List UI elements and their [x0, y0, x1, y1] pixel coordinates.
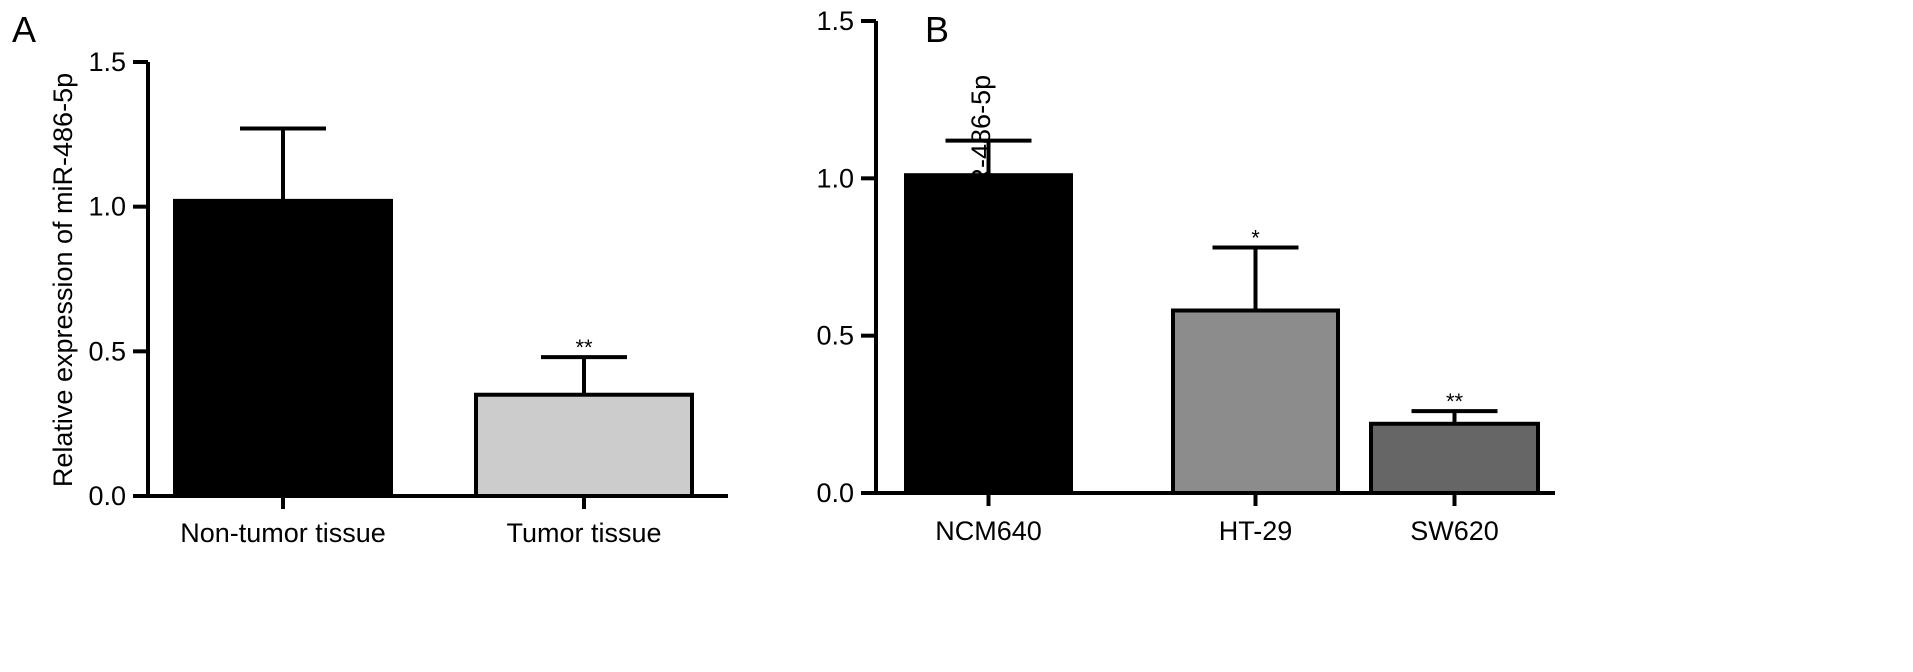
category-label-1: NCM640 — [935, 516, 1042, 546]
panel-label-a: A — [12, 9, 36, 50]
panel-label-b: B — [925, 9, 949, 50]
category-label-1: Non-tumor tissue — [180, 518, 386, 548]
panel-a: A Relative expression of miR-486-5p Non-… — [12, 9, 728, 548]
significance-mark-2: ** — [575, 335, 593, 360]
category-label-3: SW620 — [1410, 516, 1499, 546]
y-tick-label-3: 1.0 — [816, 163, 854, 193]
y-axis-label-a: Relative expression of miR-486-5p — [48, 73, 78, 487]
y-tick-label-1: 0.0 — [88, 481, 126, 511]
significance-mark-2: * — [1251, 226, 1260, 251]
significance-mark-3: ** — [1446, 389, 1464, 414]
bar-3 — [1369, 421, 1540, 496]
y-tick-label-3: 1.0 — [88, 192, 126, 222]
bar-1 — [173, 198, 393, 498]
y-tick-label-4: 1.5 — [816, 6, 854, 36]
bar-2 — [474, 392, 694, 499]
y-tick-label-2: 0.5 — [816, 321, 854, 351]
y-tick-label-4: 1.5 — [88, 47, 126, 77]
y-tick-label-2: 0.5 — [88, 336, 126, 366]
category-label-2: Tumor tissue — [506, 518, 661, 548]
category-label-2: HT-29 — [1219, 516, 1293, 546]
bar-2 — [1171, 308, 1340, 496]
bar-1 — [904, 173, 1073, 495]
panel-b: B Relative expression of miR-486-5p NCM6… — [816, 6, 1555, 546]
y-tick-label-1: 0.0 — [816, 478, 854, 508]
